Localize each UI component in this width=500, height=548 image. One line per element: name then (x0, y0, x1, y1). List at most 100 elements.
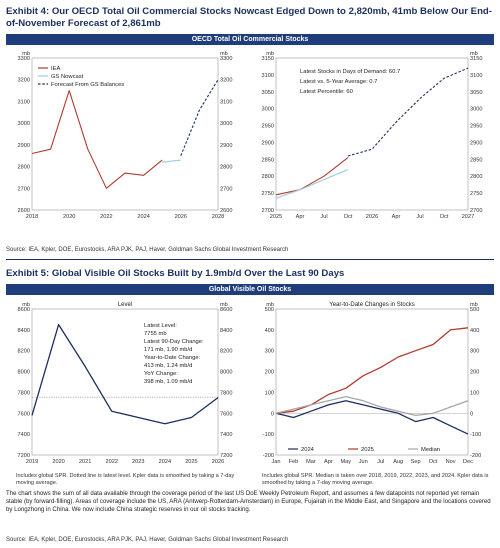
y-tick-label-right: 300 (470, 349, 479, 355)
plot-area (31, 308, 219, 456)
x-tick-label: 2020 (63, 214, 75, 220)
y-unit-label-right: mb (220, 51, 228, 57)
y-unit-label-left: mb (22, 51, 30, 57)
x-tick-label: 2019 (26, 459, 38, 465)
x-tick-label: May (341, 459, 352, 465)
y-tick-label-right: 2850 (470, 157, 482, 163)
x-tick-label: 2026 (212, 459, 224, 465)
global-stocks-level-chart: 7200 7200 7400 7400 7600 7600 7800 7800 8000 8000… (18, 302, 233, 465)
y-tick-label-right: 0 (470, 411, 473, 417)
y-tick-label-right: 400 (470, 328, 479, 334)
chart-title: Year-to-Date Changes in Stocks (329, 302, 415, 308)
legend-label: Forecast From GS Balances (51, 82, 124, 88)
y-unit-label-right: mb (220, 302, 228, 308)
level-note: Includes global SPR. Dotted line is late… (16, 473, 235, 486)
legend-label: 2024 (301, 447, 315, 453)
plot-area (275, 308, 469, 456)
y-tick-label-right: 2900 (470, 140, 482, 146)
legend-label: GS Nowcast (51, 74, 84, 80)
y-tick-label-left: 500 (265, 307, 274, 313)
annotation-text: Year-to-Date Change: (144, 355, 201, 361)
x-tick-label: 2024 (159, 459, 171, 465)
exhibit5-title: Exhibit 5: Global Visible Oil Stocks Bui… (6, 268, 345, 279)
exhibit4-title: Exhibit 4: Our OECD Total Oil Commercial… (6, 6, 492, 29)
y-tick-label-right: 3150 (470, 56, 482, 62)
annotation-text: 413 mb, 1.24 mb/d (144, 363, 192, 369)
annotation-text: 171 mb, 1.90 mb/d (144, 347, 192, 353)
y-tick-label-left: 2700 (18, 186, 30, 192)
x-tick-label: Mar (306, 459, 316, 465)
series-line-forecast-from-gs-balances (347, 67, 469, 157)
exhibit5-source: Source: IEA, Kpler, DOE, Eurostocks, ARA… (6, 537, 289, 543)
y-tick-label-left: 3200 (18, 78, 30, 84)
x-tick-label: 2027 (462, 214, 474, 220)
y-tick-label-left: 3000 (262, 107, 274, 113)
y-tick-label-left: 3050 (262, 90, 274, 96)
x-tick-label: Oct (440, 214, 449, 220)
series-line-gs-nowcast (162, 159, 181, 163)
y-tick-label-left: 300 (265, 349, 274, 355)
y-tick-label-left: 3100 (18, 99, 30, 105)
oecd-stocks-short-chart: 2700 2700 2750 2750 2800 2800 2850 2850 2900 2900… (262, 51, 483, 220)
y-tick-label-right: 2700 (220, 186, 232, 192)
x-tick-label: 2026 (366, 214, 378, 220)
x-tick-label: Apr (392, 214, 401, 220)
ytd-changes-chart: -200 -200 -100 -100 0 0 100 100 200 200 300 300 400 4… (263, 302, 481, 465)
annotation-text: 398 mb, 1.09 mb/d (144, 379, 192, 385)
y-tick-label-right: 8000 (220, 370, 232, 376)
series-line-gs-nowcast (275, 168, 349, 199)
y-unit-label-left: mb (22, 302, 30, 308)
y-tick-label-right: 2750 (470, 191, 482, 197)
y-tick-label-left: 2900 (262, 140, 274, 146)
y-tick-label-right: 7400 (220, 432, 232, 438)
oecd-stocks-long-chart: 2600 2600 2700 2700 2800 2800 2900 2900 3000 3000… (18, 51, 233, 220)
x-tick-label: 2022 (100, 214, 112, 220)
y-tick-label-left: 100 (265, 390, 274, 396)
exhibit5-banner: Global Visible Oil Stocks (6, 284, 494, 295)
plot-area (275, 57, 469, 211)
x-tick-label: 2028 (212, 214, 224, 220)
y-tick-label-right: 2700 (470, 208, 482, 214)
x-tick-label: 2025 (270, 214, 282, 220)
x-tick-label: 2022 (105, 459, 117, 465)
y-unit-label-right: mb (470, 302, 478, 308)
y-tick-label-right: 500 (470, 307, 479, 313)
y-tick-label-left: -100 (263, 432, 274, 438)
annotation-text: 7755 mb (144, 331, 167, 337)
x-tick-label: 2025 (185, 459, 197, 465)
y-tick-label-right: 2900 (220, 143, 232, 149)
y-unit-label-left: mb (266, 51, 274, 57)
x-tick-label: Jul (416, 214, 423, 220)
y-tick-label-left: 3300 (18, 56, 30, 62)
y-tick-label-left: 8200 (18, 349, 30, 355)
x-tick-label: 2021 (79, 459, 91, 465)
y-tick-label-left: 3150 (262, 56, 274, 62)
y-unit-label-left: mb (266, 302, 274, 308)
annotation-text: Latest Level: (144, 323, 177, 329)
y-tick-label-right: 8600 (220, 307, 232, 313)
annotation-text: Latest Percentile: 60 (300, 89, 353, 95)
exhibit4-banner: OECD Total Oil Commercial Stocks (6, 34, 494, 45)
x-tick-label: 2026 (175, 214, 187, 220)
annotation-text: YoY Change: (144, 371, 178, 377)
x-tick-label: Dec (463, 459, 473, 465)
x-tick-label: Oct (429, 459, 438, 465)
series-line-level (31, 323, 219, 425)
y-tick-label-left: 2700 (262, 208, 274, 214)
legend-label: 2025 (361, 447, 374, 453)
y-tick-label-right: 3100 (220, 99, 232, 105)
ytd-note: Includes global SPR. Median is taken ove… (262, 473, 489, 486)
y-tick-label-left: 2800 (18, 165, 30, 171)
y-tick-label-left: 2600 (18, 208, 30, 214)
y-tick-label-left: 2950 (262, 124, 274, 130)
series-line-iea (275, 157, 349, 196)
y-tick-label-right: 2600 (220, 208, 232, 214)
y-tick-label-right: 3000 (220, 121, 232, 127)
y-tick-label-right: 3000 (470, 107, 482, 113)
legend-label: Median (421, 447, 440, 453)
series-line-median (275, 395, 469, 417)
y-tick-label-left: 7200 (18, 453, 30, 459)
x-tick-label: Apr (296, 214, 305, 220)
x-tick-label: Sep (411, 459, 421, 465)
divider (6, 259, 494, 260)
